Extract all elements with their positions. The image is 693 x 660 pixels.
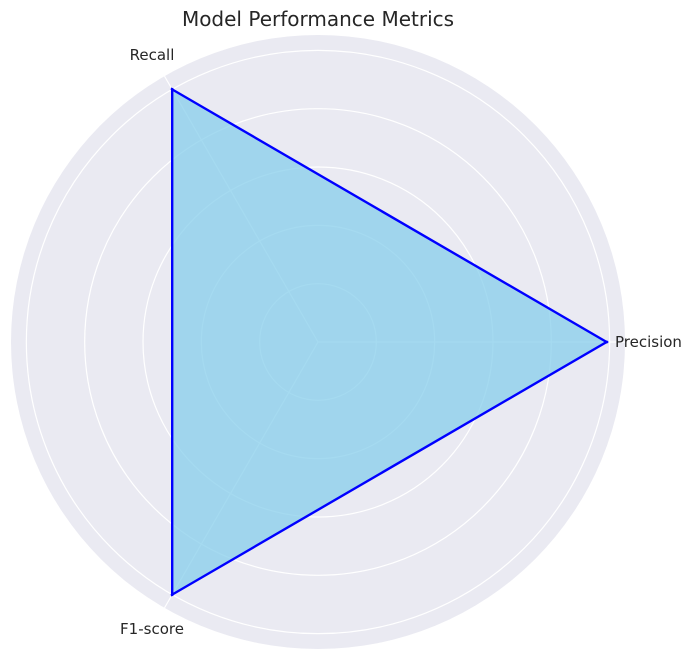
axis-labels: Precision Recall F1-score: [120, 46, 682, 638]
data-point-f1-score: [170, 593, 174, 597]
axis-label-recall: Recall: [130, 46, 175, 64]
data-point-precision: [605, 340, 609, 344]
axis-label-precision: Precision: [615, 333, 682, 351]
axis-label-f1-score: F1-score: [120, 620, 184, 638]
data-point-recall: [170, 87, 174, 91]
data-line: [170, 87, 609, 597]
chart-title: Model Performance Metrics: [182, 7, 454, 31]
data-vertices: [170, 87, 609, 597]
data-area: [172, 89, 607, 595]
